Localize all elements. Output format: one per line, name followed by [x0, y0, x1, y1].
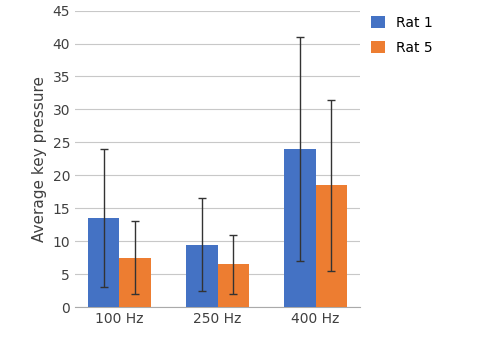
- Legend: Rat 1, Rat 5: Rat 1, Rat 5: [367, 12, 437, 59]
- Bar: [316, 185, 347, 307]
- Bar: [88, 218, 120, 307]
- Bar: [284, 149, 316, 307]
- Y-axis label: Average key pressure: Average key pressure: [32, 76, 47, 242]
- Bar: [218, 264, 249, 307]
- Bar: [120, 258, 151, 307]
- Bar: [186, 245, 218, 307]
